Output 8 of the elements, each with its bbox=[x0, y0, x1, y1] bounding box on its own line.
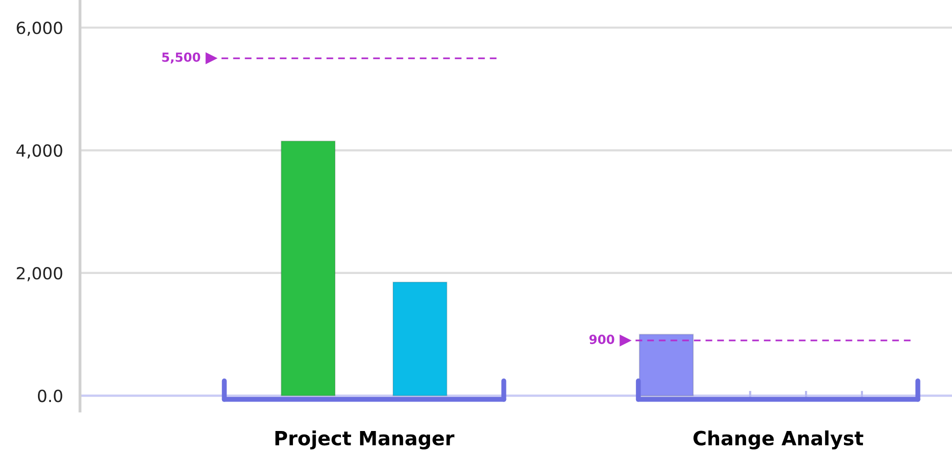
x-tick-label: Change Analyst bbox=[693, 430, 864, 450]
ref-line-label: 900 bbox=[589, 334, 614, 344]
ref-line-label: 5,500 bbox=[162, 52, 200, 64]
y-tick-label: 2,000 bbox=[16, 266, 62, 282]
y-tick-label: 4,000 bbox=[16, 144, 62, 159]
y-tick-label: 6,000 bbox=[16, 22, 62, 36]
x-tick-label: Project Manager bbox=[275, 430, 454, 450]
y-tick-label: 0.0 bbox=[38, 390, 62, 402]
